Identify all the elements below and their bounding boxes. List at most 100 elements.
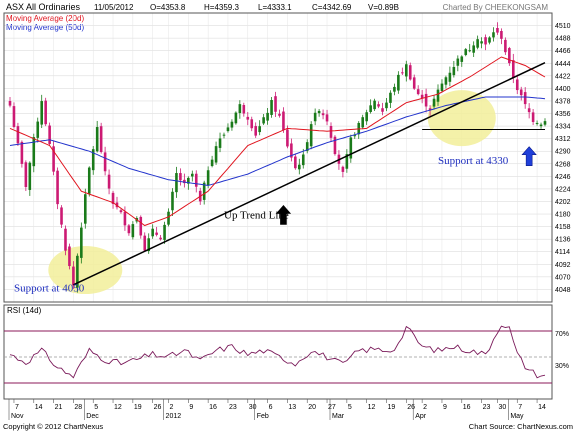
candle-body	[519, 89, 523, 96]
date-tick-label: 30	[498, 404, 506, 411]
candle-body	[175, 173, 178, 193]
candle-body	[329, 125, 333, 138]
candle-body	[254, 126, 258, 136]
date-tick-label: 27	[328, 404, 336, 411]
candle-body	[262, 117, 265, 124]
date-tick-label: 19	[134, 404, 142, 411]
price-tick-label: 4444	[555, 61, 571, 68]
candle-body	[107, 174, 111, 189]
candle-body	[286, 129, 289, 147]
candle-body	[68, 246, 71, 267]
candle-body	[179, 173, 182, 181]
moving-average-lines	[9, 56, 546, 227]
price-tick-label: 4378	[555, 98, 571, 105]
date-tick-label: 9	[443, 404, 447, 411]
candle-body	[535, 122, 539, 124]
candle-body	[365, 112, 368, 122]
candle-body	[523, 92, 527, 105]
candle-body	[500, 30, 503, 39]
candle-body	[472, 45, 475, 53]
date-tick-label: 26	[407, 404, 415, 411]
credit-text: Charted By CHEEKONGSAM	[443, 3, 549, 12]
candle-body	[385, 102, 388, 109]
candle-body	[44, 100, 47, 125]
rsi-title: RSI (14d)	[7, 306, 42, 315]
candle-body	[222, 134, 226, 136]
candle-body	[420, 94, 424, 99]
month-label: Nov	[11, 413, 24, 420]
candle-body	[317, 110, 321, 114]
candle-body	[353, 135, 357, 137]
price-tick-label: 4158	[555, 224, 571, 231]
price-tick-label: 4114	[555, 249, 570, 256]
up-trend-line	[73, 62, 546, 286]
candle-body	[428, 108, 432, 110]
high-readout: H=4359.3	[204, 3, 239, 12]
candle-body	[440, 83, 444, 92]
candle-body	[464, 49, 468, 56]
price-panel-frame	[3, 12, 553, 303]
date-tick-label: 6	[269, 404, 273, 411]
candle-body	[301, 154, 305, 166]
date-tick-label: 7	[518, 404, 522, 411]
candle-body	[349, 137, 353, 159]
price-tick-label: 4488	[555, 36, 571, 43]
date-tick-label: 2	[170, 404, 174, 411]
rsi-panel-frame	[3, 304, 553, 400]
candle-body	[496, 27, 499, 33]
candle-body	[436, 89, 440, 102]
candle-body	[401, 72, 404, 74]
price-tick-label: 4202	[555, 199, 571, 206]
candle-body	[187, 177, 190, 184]
candle-body	[412, 77, 416, 89]
candle-body	[242, 105, 246, 114]
date-tick-label: 5	[348, 404, 352, 411]
candle-body	[381, 108, 384, 112]
ma20-line	[9, 56, 546, 227]
candle-body	[8, 101, 12, 106]
support-4330-label: Support at 4330	[438, 155, 509, 167]
candle-body	[123, 211, 127, 226]
chart-title: ASX All Ordinaries	[6, 2, 81, 12]
copyright-text: Copyright © 2012 ChartNexus	[3, 422, 103, 431]
price-tick-label: 4356	[555, 111, 571, 118]
price-tick-label: 4400	[555, 86, 571, 93]
price-tick-label: 4070	[555, 274, 571, 281]
date-tick-label: 9	[189, 404, 193, 411]
ma50-line	[9, 96, 546, 187]
date-tick-label: 13	[288, 404, 296, 411]
candle-body	[16, 126, 20, 144]
candle-body	[432, 98, 436, 107]
date-tick-label: 23	[483, 404, 491, 411]
candle-body	[147, 238, 151, 251]
candle-body	[404, 64, 408, 77]
candle-body	[190, 173, 194, 177]
candle-body	[448, 72, 452, 82]
candle-body	[389, 92, 392, 103]
candle-body	[155, 232, 158, 235]
month-label: Mar	[332, 413, 345, 420]
candle-body	[492, 32, 495, 38]
candle-body	[313, 112, 317, 122]
up-trend-line-label: Up Trend Line	[224, 210, 289, 222]
candle-body	[36, 121, 40, 138]
candle-body	[24, 162, 28, 187]
date-tick-label: 21	[55, 404, 63, 411]
date-tick-label: 12	[368, 404, 376, 411]
candle-body	[266, 112, 269, 121]
candle-body	[99, 126, 103, 153]
candle-body	[80, 227, 83, 258]
candle-body	[278, 113, 281, 116]
candle-body	[539, 124, 543, 127]
candle-body	[270, 100, 273, 115]
candle-body	[508, 48, 511, 64]
candle-body	[87, 167, 91, 194]
candle-body	[345, 154, 349, 169]
price-tick-label: 4180	[555, 212, 571, 219]
date-tick-label: 28	[74, 404, 82, 411]
candle-body	[12, 106, 16, 127]
support-zone-highlight	[48, 246, 123, 295]
candle-body	[163, 224, 166, 240]
price-axis-labels: 4048 4070 4092 4114 4136 4158 4180 4202 4224 4246…	[555, 23, 571, 294]
price-tick-label: 4224	[555, 186, 571, 193]
